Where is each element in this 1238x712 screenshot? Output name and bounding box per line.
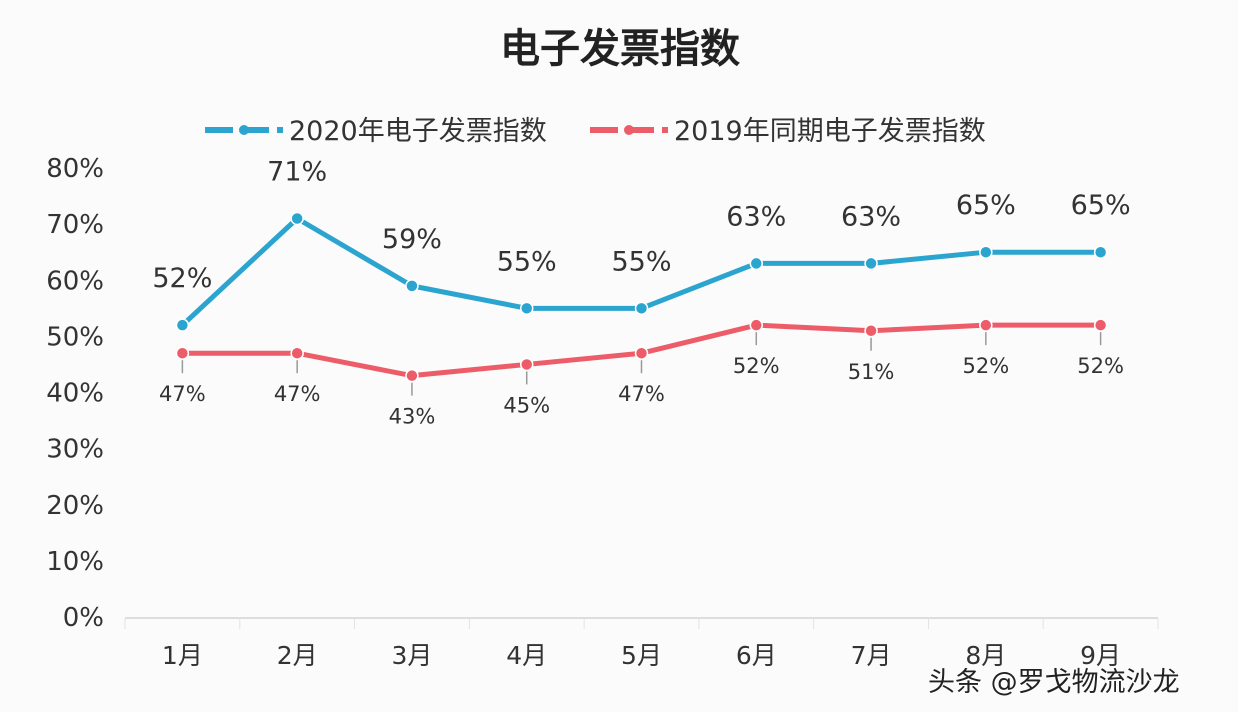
x-tick-label: 6月	[736, 641, 777, 670]
y-tick-label: 60%	[46, 266, 104, 296]
data-point	[979, 245, 993, 259]
data-label: 45%	[503, 393, 550, 417]
data-label: 71%	[267, 157, 327, 188]
x-tick-label: 4月	[506, 641, 547, 670]
data-label: 47%	[274, 382, 321, 406]
data-point	[290, 211, 304, 226]
data-point	[290, 346, 304, 360]
data-point	[634, 301, 649, 316]
data-point	[864, 324, 878, 338]
data-point	[175, 346, 190, 360]
data-point	[749, 256, 764, 271]
data-label: 55%	[611, 246, 671, 277]
legend-label: 2020年电子发票指数	[289, 116, 547, 147]
series-group: 52%71%59%55% 55%63% 63% 65% 65%47% 47%43% 45% 4…	[152, 157, 1130, 429]
data-point	[519, 357, 534, 372]
data-point	[1093, 318, 1108, 332]
x-tick-label: 8月	[965, 641, 1006, 670]
y-tick-label: 0%	[63, 603, 104, 633]
y-axis: 0% 10% 20% 30% 40% 50% 60% 70% 80%	[46, 154, 104, 633]
data-label: 55%	[497, 246, 557, 277]
data-point	[1093, 245, 1108, 259]
data-label: 47%	[159, 382, 206, 406]
legend-swatch-marker	[624, 125, 634, 135]
data-label: 47%	[618, 382, 665, 406]
y-tick-label: 10%	[46, 547, 104, 577]
y-tick-label: 70%	[46, 210, 104, 240]
x-tick-label: 9月	[1080, 641, 1121, 670]
data-point	[175, 318, 190, 332]
data-label: 52%	[152, 263, 212, 294]
data-point	[634, 346, 649, 360]
x-tick-label: 5月	[621, 641, 662, 670]
series-2019: 47% 47% 43% 45% 47% 52% 51% 52% 52%	[159, 318, 1124, 429]
data-point	[749, 318, 764, 332]
legend: 2020年电子发票指数 2019年同期电子发票指数	[205, 116, 986, 147]
data-point	[405, 279, 419, 293]
y-tick-label: 80%	[46, 154, 104, 184]
data-label: 43%	[389, 405, 436, 429]
data-label: 51%	[848, 360, 895, 384]
data-label: 59%	[382, 224, 442, 255]
data-label: 52%	[733, 354, 780, 378]
data-label: 65%	[1071, 190, 1131, 221]
y-tick-label: 40%	[46, 379, 104, 409]
data-label: 65%	[956, 190, 1016, 221]
watermark: 头条 @罗戈物流沙龙	[928, 667, 1180, 698]
data-label: 63%	[841, 201, 901, 232]
y-tick-label: 20%	[46, 491, 104, 521]
data-label: 52%	[962, 354, 1009, 378]
y-tick-label: 30%	[46, 435, 104, 465]
data-label: 63%	[726, 201, 786, 232]
data-point	[979, 318, 993, 332]
data-point	[405, 368, 419, 383]
data-label: 52%	[1077, 354, 1124, 378]
legend-swatch-marker	[239, 125, 249, 135]
x-axis: 1月 2月 3月 4月 5月 6月 7月 8月 9月	[124, 617, 1159, 670]
x-tick-label: 3月	[391, 641, 432, 670]
series-2020: 52% 71% 59% 55% 55% 63% 63% 65% 65%	[152, 157, 1131, 332]
y-tick-label: 50%	[46, 322, 104, 352]
data-point	[864, 256, 878, 271]
chart-title: 电子发票指数	[500, 26, 740, 72]
x-tick-label: 1月	[162, 641, 203, 670]
data-point	[519, 301, 534, 316]
legend-label: 2019年同期电子发票指数	[674, 116, 986, 147]
x-tick-label: 2月	[277, 641, 318, 670]
x-tick-label: 7月	[851, 641, 892, 670]
